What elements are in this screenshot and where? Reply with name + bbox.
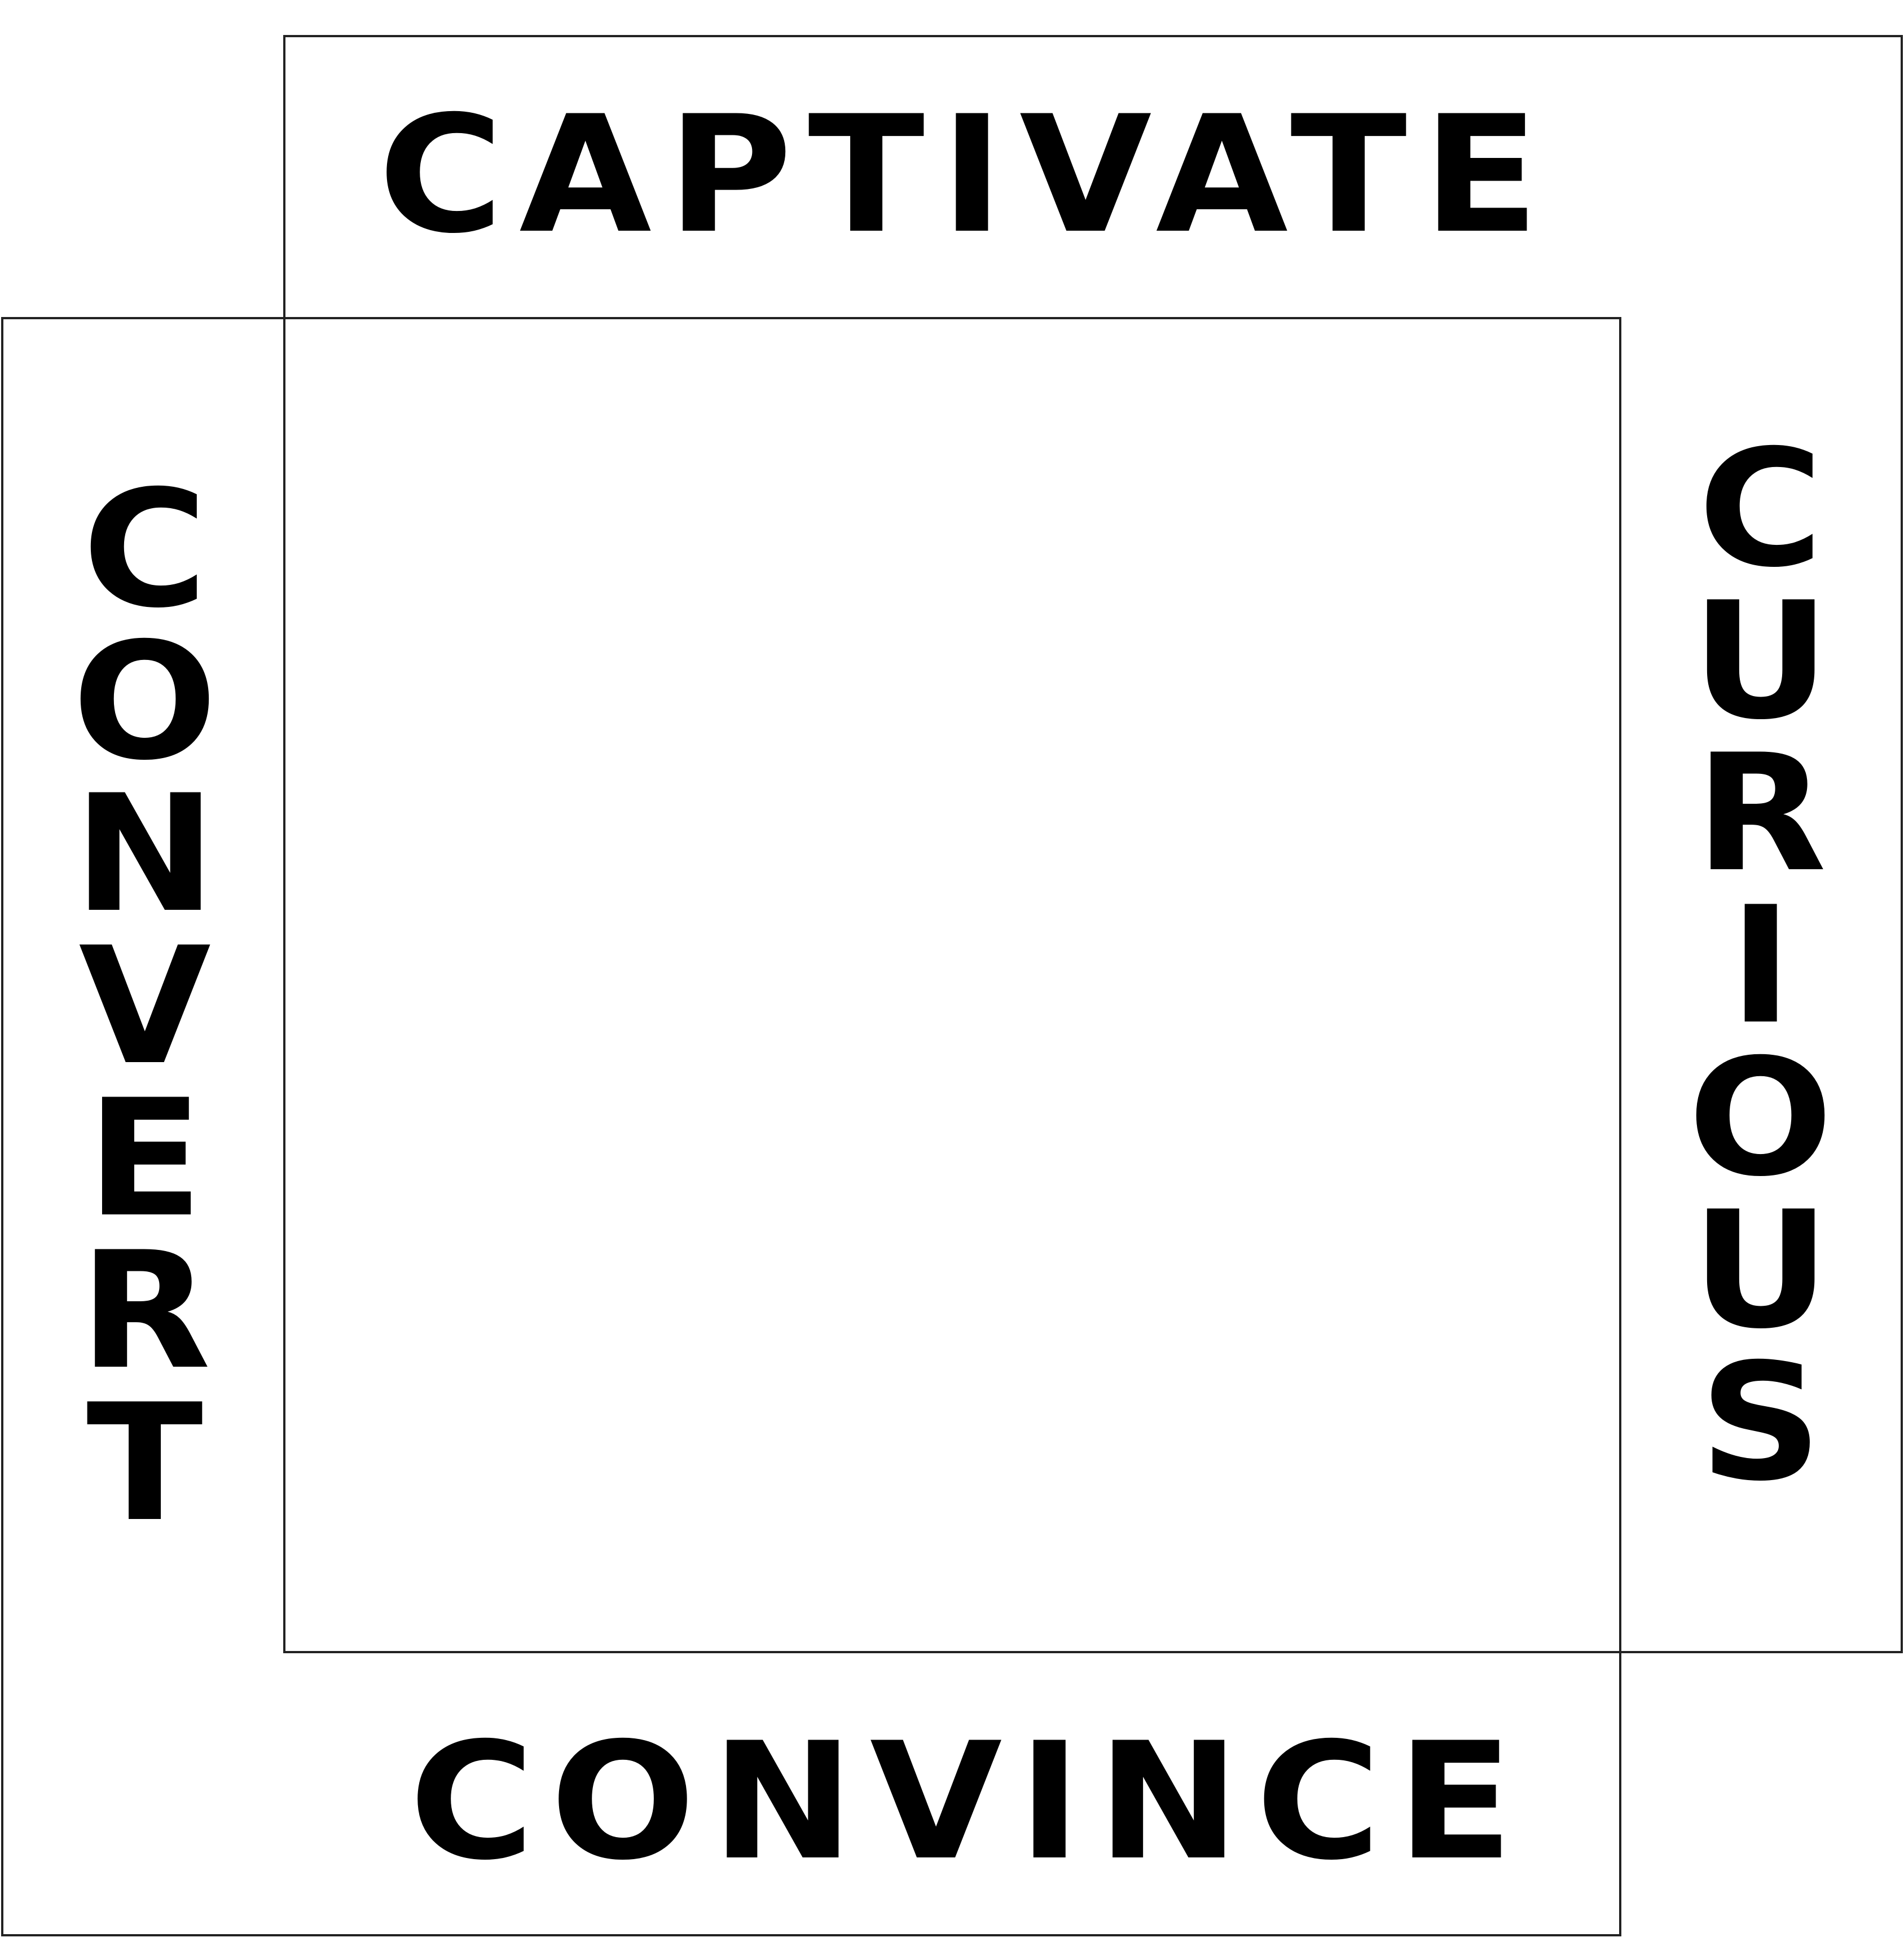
convert-letter: N xyxy=(73,761,217,948)
convert-letter: E xyxy=(86,1065,204,1253)
curious-letter: C xyxy=(1698,416,1824,603)
convert-letter: R xyxy=(79,1218,211,1405)
convert-letter: O xyxy=(72,609,218,796)
captivate-word: CAPTIVATE xyxy=(378,82,1555,269)
convert-letter: T xyxy=(86,1370,204,1557)
top-right-frame xyxy=(283,35,1903,1653)
curious-letter: I xyxy=(1729,873,1793,1060)
curious-letter: R xyxy=(1695,720,1827,908)
curious-letter: O xyxy=(1688,1025,1833,1212)
convince-word: CONVINCE xyxy=(409,1709,1529,1896)
convert-letter: V xyxy=(78,913,212,1100)
curious-letter: S xyxy=(1699,1329,1823,1517)
convert-letter: C xyxy=(82,456,208,644)
curious-word: C U R I O U S xyxy=(1688,416,1833,1517)
bottom-left-frame xyxy=(1,317,1621,1936)
curious-letter: U xyxy=(1691,1177,1831,1364)
convert-word: C O N V E R T xyxy=(72,456,218,1557)
curious-letter: U xyxy=(1691,568,1831,755)
